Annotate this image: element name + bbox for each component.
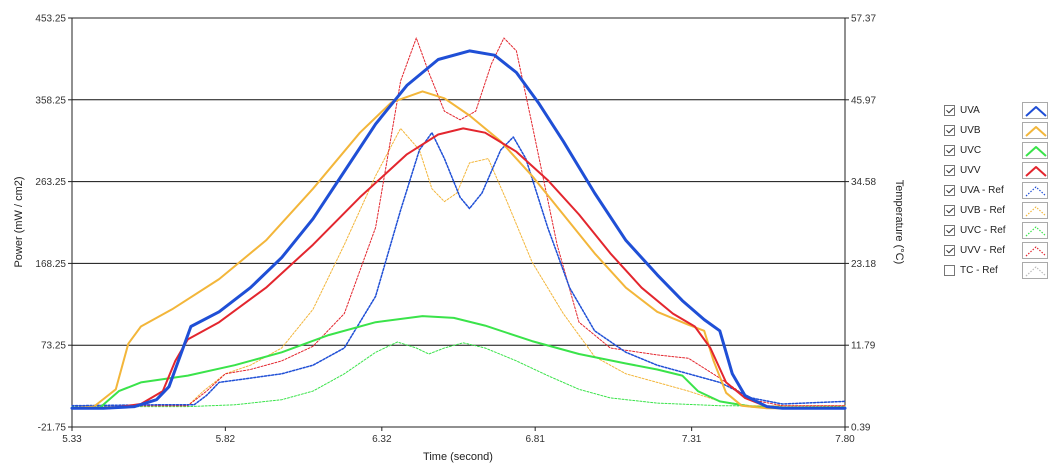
x-tick-label: 7.80 [835, 434, 855, 445]
series-line-uvb [71, 90, 846, 410]
legend-label: UVV [960, 164, 981, 176]
legend-swatch-uvv [1022, 161, 1048, 179]
chart-canvas: -21.75 73.25 168.25 263.25 358.25 453.25 0.39… [13, 14, 905, 464]
y2-axis-title: Temperature (°C) [893, 180, 905, 264]
series-line-uva-ref [71, 131, 846, 407]
y-axis-ticks: -21.75 73.25 168.25 263.25 358.25 453.25 [35, 14, 72, 434]
legend-line-glyph [1025, 265, 1047, 276]
legend-checkbox-uvb-ref[interactable] [944, 204, 955, 216]
x-tick-label: 6.81 [525, 434, 545, 445]
x-axis-title: Time (second) [423, 451, 493, 463]
legend-label: UVB [960, 124, 981, 136]
y-tick-label: 358.25 [35, 95, 66, 106]
legend-label: UVC - Ref [960, 224, 1006, 236]
series-line-uvc [71, 315, 846, 410]
legend-item-uvv: UVV [944, 160, 1056, 180]
y-tick-label: 73.25 [41, 341, 66, 352]
series-line-uvv-ref [71, 37, 846, 407]
legend-label: UVA - Ref [960, 184, 1004, 196]
y2-tick-label: 23.18 [851, 259, 876, 270]
x-axis-ticks: 5.33 5.82 6.32 6.81 7.31 7.80 [62, 427, 855, 445]
legend-line-glyph [1025, 165, 1047, 177]
legend-checkbox-uva[interactable] [944, 104, 955, 116]
legend-swatch-uvv-ref [1022, 241, 1048, 259]
legend-line-glyph [1025, 125, 1047, 137]
series-line-uva [70, 49, 847, 410]
legend-item-uvc-ref: UVC - Ref [944, 220, 1056, 240]
legend-line-glyph [1025, 225, 1047, 236]
y2-axis-ticks: 0.39 11.79 23.18 34.58 45.97 57.37 [845, 14, 876, 434]
legend-item-tc-ref: TC - Ref [944, 260, 1056, 280]
gridlines [72, 99, 845, 346]
legend-item-uvb: UVB [944, 120, 1056, 140]
legend-label: UVB - Ref [960, 204, 1006, 216]
legend-item-uvc: UVC [944, 140, 1056, 160]
legend-label: UVA [960, 104, 980, 116]
legend-checkbox-tc-ref[interactable] [944, 264, 955, 276]
x-tick-label: 5.33 [62, 434, 82, 445]
legend-label: TC - Ref [960, 264, 998, 276]
legend-label: UVV - Ref [960, 244, 1006, 256]
legend-line-glyph [1025, 105, 1047, 117]
legend-checkbox-uvv-ref[interactable] [944, 244, 955, 256]
legend-line-glyph [1025, 185, 1047, 196]
legend-item-uvb-ref: UVB - Ref [944, 200, 1056, 220]
y-tick-label: 453.25 [35, 14, 66, 25]
legend-swatch-uvb [1022, 121, 1048, 139]
legend-item-uva-ref: UVA - Ref [944, 180, 1056, 200]
legend-item-uva: UVA [944, 100, 1056, 120]
legend: UVA UVB UVC UVV UVA - Ref UVB - Ref UVC - Ref U… [944, 100, 1056, 280]
legend-checkbox-uvb[interactable] [944, 124, 955, 136]
y2-tick-label: 34.58 [851, 177, 876, 188]
y2-tick-label: 11.79 [851, 341, 876, 352]
y2-tick-label: 57.37 [851, 14, 876, 25]
series-line-uvc-ref [71, 341, 846, 408]
series-line-uvb-ref [71, 127, 846, 407]
legend-item-uvv-ref: UVV - Ref [944, 240, 1056, 260]
y2-tick-label: 45.97 [851, 95, 876, 106]
plot-frame [71, 17, 846, 428]
legend-checkbox-uvc[interactable] [944, 144, 955, 156]
legend-line-glyph [1025, 245, 1047, 256]
y-axis-title: Power (mW / cm2) [13, 176, 25, 267]
y-tick-label: -21.75 [38, 423, 67, 434]
x-tick-label: 5.82 [216, 434, 236, 445]
y2-tick-label: 0.39 [851, 423, 871, 434]
x-tick-label: 6.32 [372, 434, 392, 445]
legend-checkbox-uva-ref[interactable] [944, 184, 955, 196]
legend-label: UVC [960, 144, 982, 156]
legend-swatch-tc-ref [1022, 261, 1048, 279]
y-tick-label: 263.25 [35, 177, 66, 188]
legend-checkbox-uvc-ref[interactable] [944, 224, 955, 236]
legend-swatch-uva-ref [1022, 181, 1048, 199]
legend-line-glyph [1025, 205, 1047, 216]
series-layer [70, 37, 847, 410]
legend-swatch-uva [1022, 101, 1048, 119]
legend-line-glyph [1025, 145, 1047, 157]
legend-swatch-uvb-ref [1022, 201, 1048, 219]
y-tick-label: 168.25 [35, 259, 66, 270]
legend-swatch-uvc-ref [1022, 221, 1048, 239]
x-tick-label: 7.31 [682, 434, 702, 445]
legend-swatch-uvc [1022, 141, 1048, 159]
legend-checkbox-uvv[interactable] [944, 164, 955, 176]
